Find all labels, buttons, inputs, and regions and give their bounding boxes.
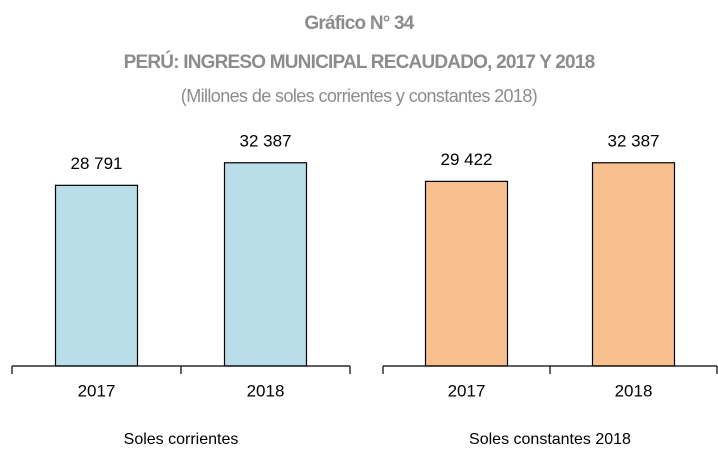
- bar: [54, 184, 139, 367]
- data-label: 28 791: [71, 154, 123, 173]
- bar: [424, 180, 509, 367]
- x-tick-label: 2018: [615, 381, 653, 400]
- x-tick-label: 2017: [78, 381, 116, 400]
- data-label: 29 422: [441, 150, 493, 169]
- chart-title: PERÚ: INGRESO MUNICIPAL RECAUDADO, 2017 …: [124, 51, 595, 73]
- chart-subtitle: (Millones de soles corrientes y constant…: [181, 86, 537, 106]
- x-axis-label: Soles corrientes: [124, 431, 239, 448]
- data-label: 32 387: [608, 131, 660, 150]
- bar: [591, 162, 676, 367]
- bar: [223, 162, 308, 367]
- data-label: 32 387: [240, 131, 292, 150]
- x-tick-label: 2018: [247, 381, 285, 400]
- chart-label: Gráfico N° 34: [304, 13, 414, 34]
- x-axis-label: Soles constantes 2018: [469, 431, 631, 448]
- x-tick-label: 2017: [448, 381, 486, 400]
